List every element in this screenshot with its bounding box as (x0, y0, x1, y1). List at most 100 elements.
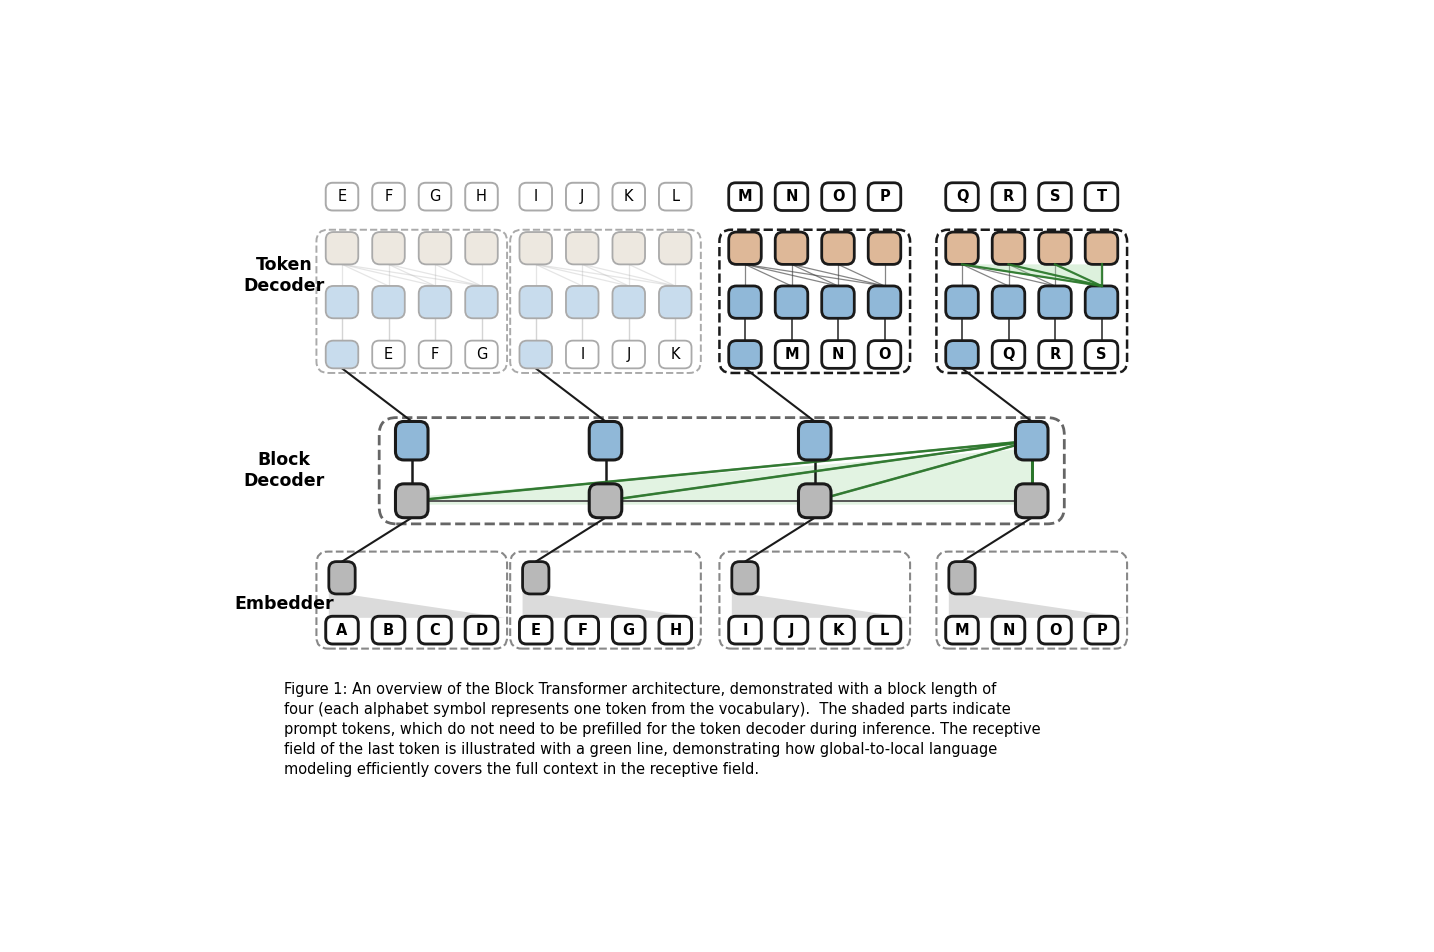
FancyBboxPatch shape (776, 232, 807, 265)
FancyBboxPatch shape (1086, 616, 1117, 644)
FancyBboxPatch shape (566, 286, 598, 318)
Text: prompt tokens, which do not need to be prefilled for the token decoder during in: prompt tokens, which do not need to be p… (284, 722, 1041, 737)
FancyBboxPatch shape (1086, 232, 1117, 265)
FancyBboxPatch shape (946, 183, 978, 210)
Text: N: N (1002, 623, 1015, 638)
Text: O: O (878, 347, 891, 362)
Text: F: F (430, 347, 439, 362)
FancyBboxPatch shape (522, 562, 549, 594)
FancyBboxPatch shape (419, 616, 452, 644)
Text: M: M (955, 623, 969, 638)
Text: A: A (337, 623, 347, 638)
FancyBboxPatch shape (419, 232, 452, 265)
Text: E: E (337, 189, 347, 204)
FancyBboxPatch shape (992, 341, 1025, 368)
FancyBboxPatch shape (1015, 484, 1048, 518)
Text: four (each alphabet symbol represents one token from the vocabulary).  The shade: four (each alphabet symbol represents on… (284, 702, 1011, 717)
FancyBboxPatch shape (465, 616, 498, 644)
FancyBboxPatch shape (1086, 286, 1117, 318)
FancyBboxPatch shape (822, 232, 855, 265)
FancyBboxPatch shape (566, 616, 598, 644)
Polygon shape (949, 591, 1124, 618)
FancyBboxPatch shape (612, 232, 645, 265)
Text: N: N (786, 189, 797, 204)
FancyBboxPatch shape (612, 341, 645, 368)
FancyBboxPatch shape (822, 616, 855, 644)
FancyBboxPatch shape (566, 183, 598, 210)
Text: G: G (429, 189, 440, 204)
Text: I: I (581, 347, 585, 362)
FancyBboxPatch shape (566, 232, 598, 265)
Text: L: L (671, 189, 680, 204)
FancyBboxPatch shape (728, 341, 761, 368)
Polygon shape (522, 591, 698, 618)
FancyBboxPatch shape (776, 286, 807, 318)
FancyBboxPatch shape (660, 183, 691, 210)
FancyBboxPatch shape (326, 616, 358, 644)
FancyBboxPatch shape (566, 341, 598, 368)
FancyBboxPatch shape (799, 422, 832, 460)
FancyBboxPatch shape (660, 616, 691, 644)
Text: M: M (737, 189, 753, 204)
Text: E: E (531, 623, 541, 638)
Text: E: E (384, 347, 393, 362)
FancyBboxPatch shape (326, 232, 358, 265)
FancyBboxPatch shape (1086, 341, 1117, 368)
FancyBboxPatch shape (326, 183, 358, 210)
FancyBboxPatch shape (1015, 422, 1048, 460)
Text: G: G (622, 623, 635, 638)
FancyBboxPatch shape (728, 286, 761, 318)
Text: I: I (533, 189, 538, 204)
Text: Figure 1: An overview of the Block Transformer architecture, demonstrated with a: Figure 1: An overview of the Block Trans… (284, 682, 997, 697)
FancyBboxPatch shape (1038, 232, 1071, 265)
FancyBboxPatch shape (731, 562, 759, 594)
FancyBboxPatch shape (396, 484, 427, 518)
Text: R: R (1002, 189, 1014, 204)
Polygon shape (962, 265, 1101, 286)
FancyBboxPatch shape (1038, 286, 1071, 318)
FancyBboxPatch shape (519, 232, 552, 265)
FancyBboxPatch shape (589, 422, 622, 460)
FancyBboxPatch shape (419, 183, 452, 210)
Text: K: K (624, 189, 634, 204)
FancyBboxPatch shape (868, 286, 901, 318)
FancyBboxPatch shape (373, 183, 404, 210)
Text: G: G (476, 347, 488, 362)
Text: Q: Q (955, 189, 968, 204)
FancyBboxPatch shape (519, 341, 552, 368)
FancyBboxPatch shape (660, 341, 691, 368)
FancyBboxPatch shape (612, 616, 645, 644)
Text: F: F (384, 189, 393, 204)
FancyBboxPatch shape (328, 562, 356, 594)
Text: P: P (1096, 623, 1107, 638)
Text: L: L (880, 623, 889, 638)
FancyBboxPatch shape (396, 422, 427, 460)
FancyBboxPatch shape (465, 286, 498, 318)
Text: J: J (789, 623, 794, 638)
FancyBboxPatch shape (992, 183, 1025, 210)
Text: P: P (879, 189, 891, 204)
Text: H: H (670, 623, 681, 638)
Text: modeling efficiently covers the full context in the receptive field.: modeling efficiently covers the full con… (284, 762, 759, 777)
FancyBboxPatch shape (799, 484, 832, 518)
Polygon shape (328, 591, 505, 618)
FancyBboxPatch shape (868, 232, 901, 265)
FancyBboxPatch shape (326, 341, 358, 368)
FancyBboxPatch shape (728, 232, 761, 265)
Text: T: T (1097, 189, 1107, 204)
FancyBboxPatch shape (465, 341, 498, 368)
FancyBboxPatch shape (868, 341, 901, 368)
FancyBboxPatch shape (946, 616, 978, 644)
FancyBboxPatch shape (992, 616, 1025, 644)
Text: N: N (832, 347, 845, 362)
FancyBboxPatch shape (519, 616, 552, 644)
FancyBboxPatch shape (992, 286, 1025, 318)
FancyBboxPatch shape (612, 286, 645, 318)
FancyBboxPatch shape (519, 183, 552, 210)
Text: field of the last token is illustrated with a green line, demonstrating how glob: field of the last token is illustrated w… (284, 742, 997, 757)
FancyBboxPatch shape (419, 286, 452, 318)
Polygon shape (412, 448, 1031, 505)
Text: M: M (784, 347, 799, 362)
FancyBboxPatch shape (1038, 341, 1071, 368)
Text: S: S (1096, 347, 1107, 362)
